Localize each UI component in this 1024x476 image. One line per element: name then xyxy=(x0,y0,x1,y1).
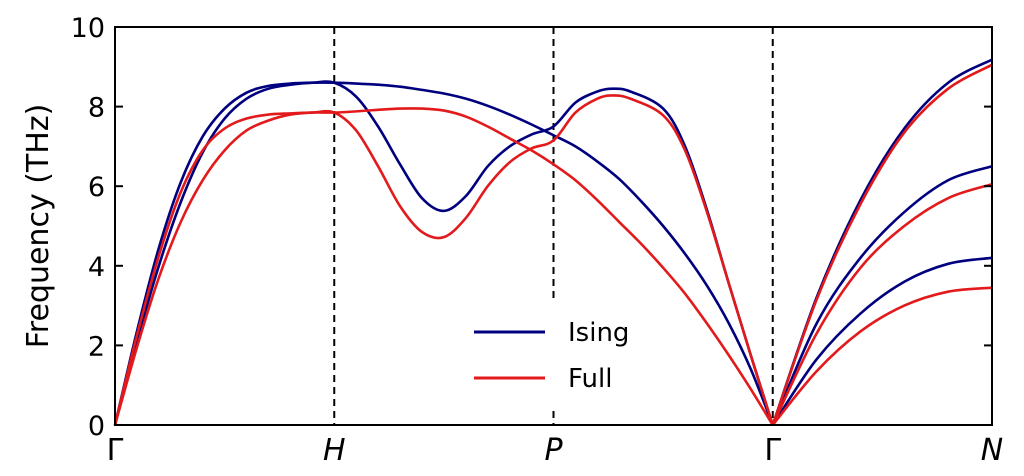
legend-label-full: Full xyxy=(568,364,612,394)
y-tick-label-4: 4 xyxy=(88,252,105,283)
legend-background xyxy=(462,302,652,406)
ising-branch-4 xyxy=(771,165,993,426)
y-axis-label: Frequency (THz) xyxy=(21,104,56,349)
full-branch-5 xyxy=(771,63,993,426)
dispersion-curves xyxy=(113,58,993,426)
ising-branch-1 xyxy=(113,81,774,426)
high-symmetry-lines xyxy=(333,27,774,425)
ising-branch-5 xyxy=(771,58,993,426)
x-tick-label-4: Γ xyxy=(764,433,781,468)
y-tick-label-10: 10 xyxy=(71,13,105,44)
plot-frame xyxy=(114,26,993,426)
legend-label-ising: Ising xyxy=(568,318,629,348)
x-tick-label-5: N xyxy=(981,433,1003,468)
y-tick-label-0: 0 xyxy=(88,411,105,442)
x-tick-label-3: P xyxy=(544,433,563,468)
y-tick-label-2: 2 xyxy=(88,331,105,362)
full-branch-2 xyxy=(113,94,774,426)
y-tick-label-6: 6 xyxy=(88,172,105,203)
full-branch-4 xyxy=(771,182,993,426)
x-tick-label-2: H xyxy=(323,433,346,468)
x-tick-label-1: Γ xyxy=(107,433,124,468)
ising-branch-3 xyxy=(771,256,993,426)
legend: Ising Full xyxy=(462,302,652,406)
ising-branch-2 xyxy=(113,80,774,426)
full-branch-1 xyxy=(113,107,774,426)
y-tick-label-8: 8 xyxy=(88,93,105,124)
full-branch-3 xyxy=(771,286,993,426)
